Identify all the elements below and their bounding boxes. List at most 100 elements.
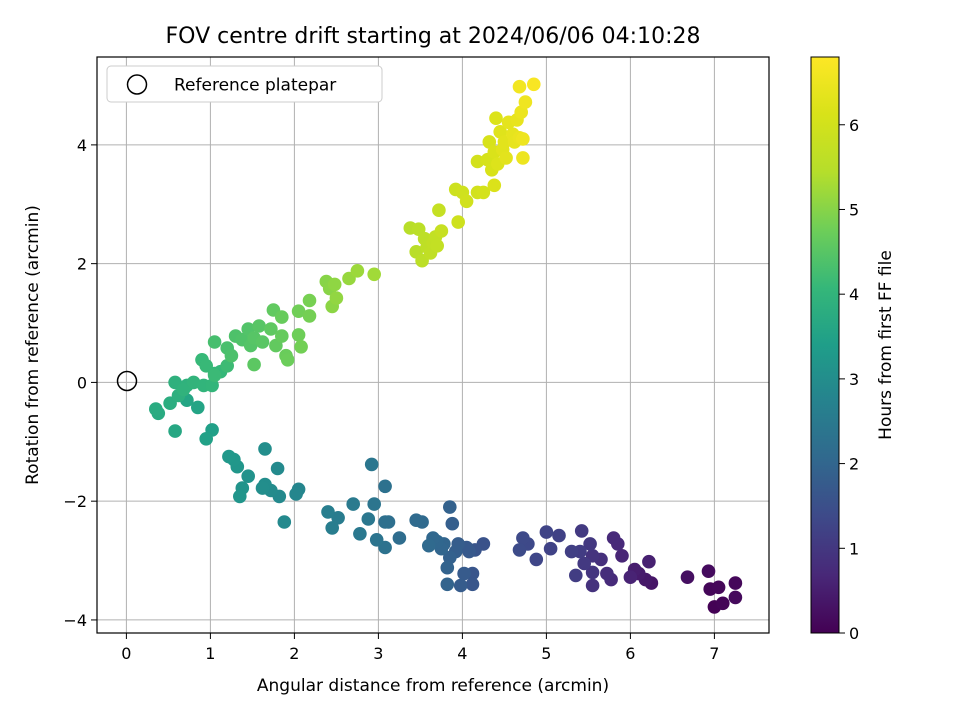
- legend-marker: [126, 74, 148, 95]
- data-point: [321, 505, 335, 519]
- data-point: [470, 154, 485, 169]
- data-point: [207, 368, 222, 383]
- colorbar-tick-label: 4: [849, 285, 859, 304]
- reference-platepar-marker: [116, 370, 138, 392]
- data-point: [327, 277, 342, 292]
- data-point: [516, 151, 530, 165]
- data-point: [600, 566, 614, 581]
- data-point: [275, 329, 289, 343]
- x-tick-label: 0: [121, 644, 131, 663]
- data-point: [512, 543, 527, 557]
- data-point: [422, 538, 436, 553]
- data-point: [728, 576, 743, 590]
- data-point: [291, 304, 306, 319]
- data-point: [364, 457, 379, 472]
- data-point: [512, 79, 527, 94]
- data-point: [241, 469, 255, 484]
- data-point: [207, 335, 222, 349]
- colorbar-tick-label: 6: [849, 116, 859, 135]
- data-point: [149, 402, 163, 416]
- colorbar-ticks: 0 1 2 3 4 5 6: [839, 116, 859, 643]
- data-point: [168, 424, 182, 438]
- x-tick-label: 2: [289, 644, 299, 663]
- data-point: [569, 568, 583, 583]
- data-point: [499, 151, 513, 165]
- data-point: [701, 564, 716, 578]
- data-point: [585, 565, 600, 580]
- data-point: [615, 549, 629, 563]
- data-point: [275, 310, 289, 324]
- data-point: [527, 77, 541, 92]
- data-point: [233, 489, 247, 504]
- data-point: [577, 556, 591, 571]
- data-point: [430, 239, 445, 253]
- plot-frame: [96, 56, 770, 634]
- data-point: [459, 194, 474, 209]
- data-point: [369, 533, 384, 547]
- data-point: [489, 111, 503, 125]
- data-point: [280, 353, 295, 367]
- data-point: [222, 449, 236, 464]
- legend-box: [106, 65, 383, 103]
- data-point: [516, 531, 530, 545]
- colorbar-tick-label: 5: [849, 200, 859, 219]
- x-tick-label: 7: [709, 644, 719, 663]
- data-point: [270, 461, 285, 476]
- data-point: [291, 328, 306, 342]
- data-point: [325, 521, 340, 535]
- data-point: [585, 578, 600, 593]
- data-point: [543, 541, 558, 556]
- y-tick-label: −2: [63, 492, 87, 511]
- y-axis-ticks: −4 −2 0 2 4: [63, 136, 97, 630]
- data-point: [451, 215, 466, 229]
- data-point: [264, 322, 278, 336]
- data-point: [711, 580, 726, 595]
- data-point: [487, 178, 502, 193]
- colorbar-gradient: [810, 56, 840, 634]
- data-point: [529, 552, 544, 567]
- data-point: [350, 264, 365, 278]
- x-tick-label: 1: [205, 644, 215, 663]
- data-point: [465, 577, 480, 592]
- data-point: [443, 500, 457, 514]
- data-point: [457, 566, 471, 581]
- data-point: [564, 544, 579, 559]
- x-tick-label: 4: [457, 644, 467, 663]
- data-point: [432, 203, 446, 217]
- data-points: [149, 77, 743, 614]
- data-point: [728, 590, 743, 605]
- data-point: [539, 525, 554, 539]
- data-point: [255, 335, 270, 349]
- data-point: [199, 359, 213, 373]
- data-point: [623, 570, 638, 584]
- y-tick-label: −4: [63, 611, 87, 630]
- data-point: [191, 400, 205, 415]
- y-tick-label: 2: [77, 255, 87, 274]
- data-point: [476, 185, 491, 200]
- y-tick-label: 4: [77, 136, 87, 155]
- data-point: [716, 596, 730, 611]
- data-point: [606, 531, 621, 545]
- data-point: [252, 319, 266, 333]
- data-point: [346, 497, 361, 511]
- data-point: [440, 560, 455, 575]
- data-point: [482, 135, 497, 149]
- colorbar: 0 1 2 3 4 5 6 Hours from first FF file: [810, 56, 896, 643]
- data-point: [378, 479, 392, 494]
- data-point: [552, 528, 566, 543]
- data-point: [329, 291, 344, 305]
- colorbar-tick-label: 3: [849, 370, 859, 389]
- data-point: [392, 531, 407, 545]
- data-point: [255, 481, 270, 495]
- data-point: [277, 515, 292, 529]
- data-point: [453, 578, 468, 593]
- y-axis-label: Rotation from reference (arcmin): [23, 205, 43, 485]
- colorbar-tick-label: 2: [849, 455, 859, 474]
- data-point: [583, 537, 597, 551]
- legend-entry-reference-platepar: Reference platepar: [174, 76, 336, 96]
- data-point: [361, 512, 376, 526]
- legend: Reference platepar: [106, 65, 383, 103]
- data-point: [440, 577, 455, 592]
- data-point: [367, 267, 382, 282]
